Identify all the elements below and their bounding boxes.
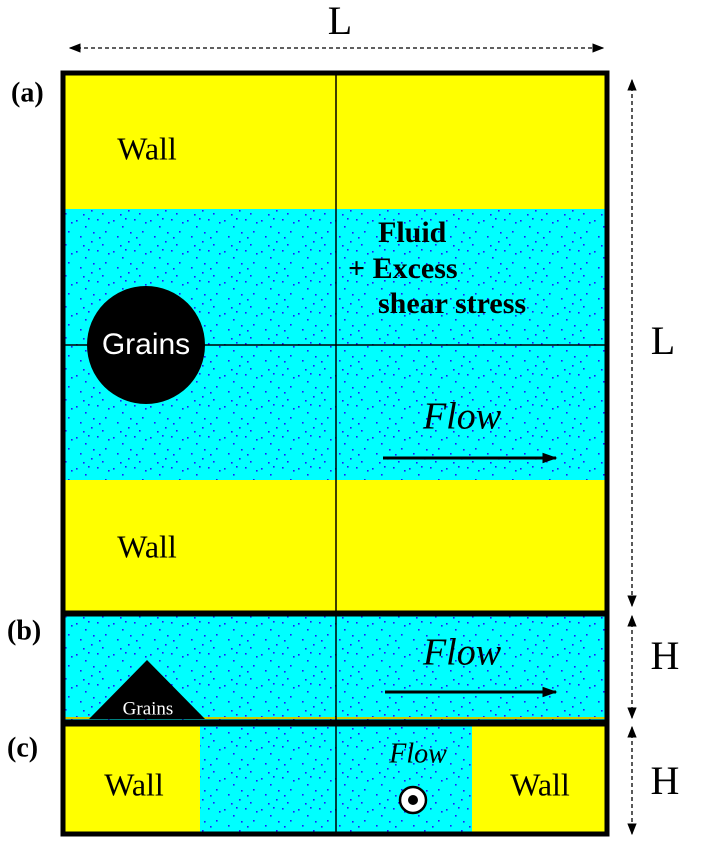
wall <box>472 725 606 833</box>
width-label: L <box>328 0 352 43</box>
flow-out-symbol <box>408 795 418 805</box>
fluid-label: + Excess <box>348 252 458 285</box>
wall <box>64 74 606 210</box>
flow-label: Flow <box>422 396 502 438</box>
flow-label: Flow <box>422 632 502 674</box>
fluid-label: shear stress <box>378 287 526 320</box>
fluid-label: Fluid <box>378 216 447 249</box>
flow-label: Flow <box>388 738 447 769</box>
grain <box>89 660 205 719</box>
grains-label: Grains <box>102 328 190 361</box>
wall <box>64 480 606 612</box>
height-label: H <box>651 633 680 678</box>
panel-label: (c) <box>7 732 38 763</box>
height-label: H <box>651 758 680 803</box>
height-label: L <box>651 318 675 363</box>
wall-label: Wall <box>510 766 570 802</box>
panel-label: (a) <box>11 77 44 108</box>
panel-label: (b) <box>7 615 41 646</box>
wall <box>64 725 201 833</box>
frame <box>60 721 610 837</box>
wall-label: Wall <box>117 528 177 564</box>
grain <box>87 286 205 404</box>
wall-label: Wall <box>104 766 164 802</box>
wall-label: Wall <box>117 130 177 166</box>
grains-label: Grains <box>123 698 174 719</box>
